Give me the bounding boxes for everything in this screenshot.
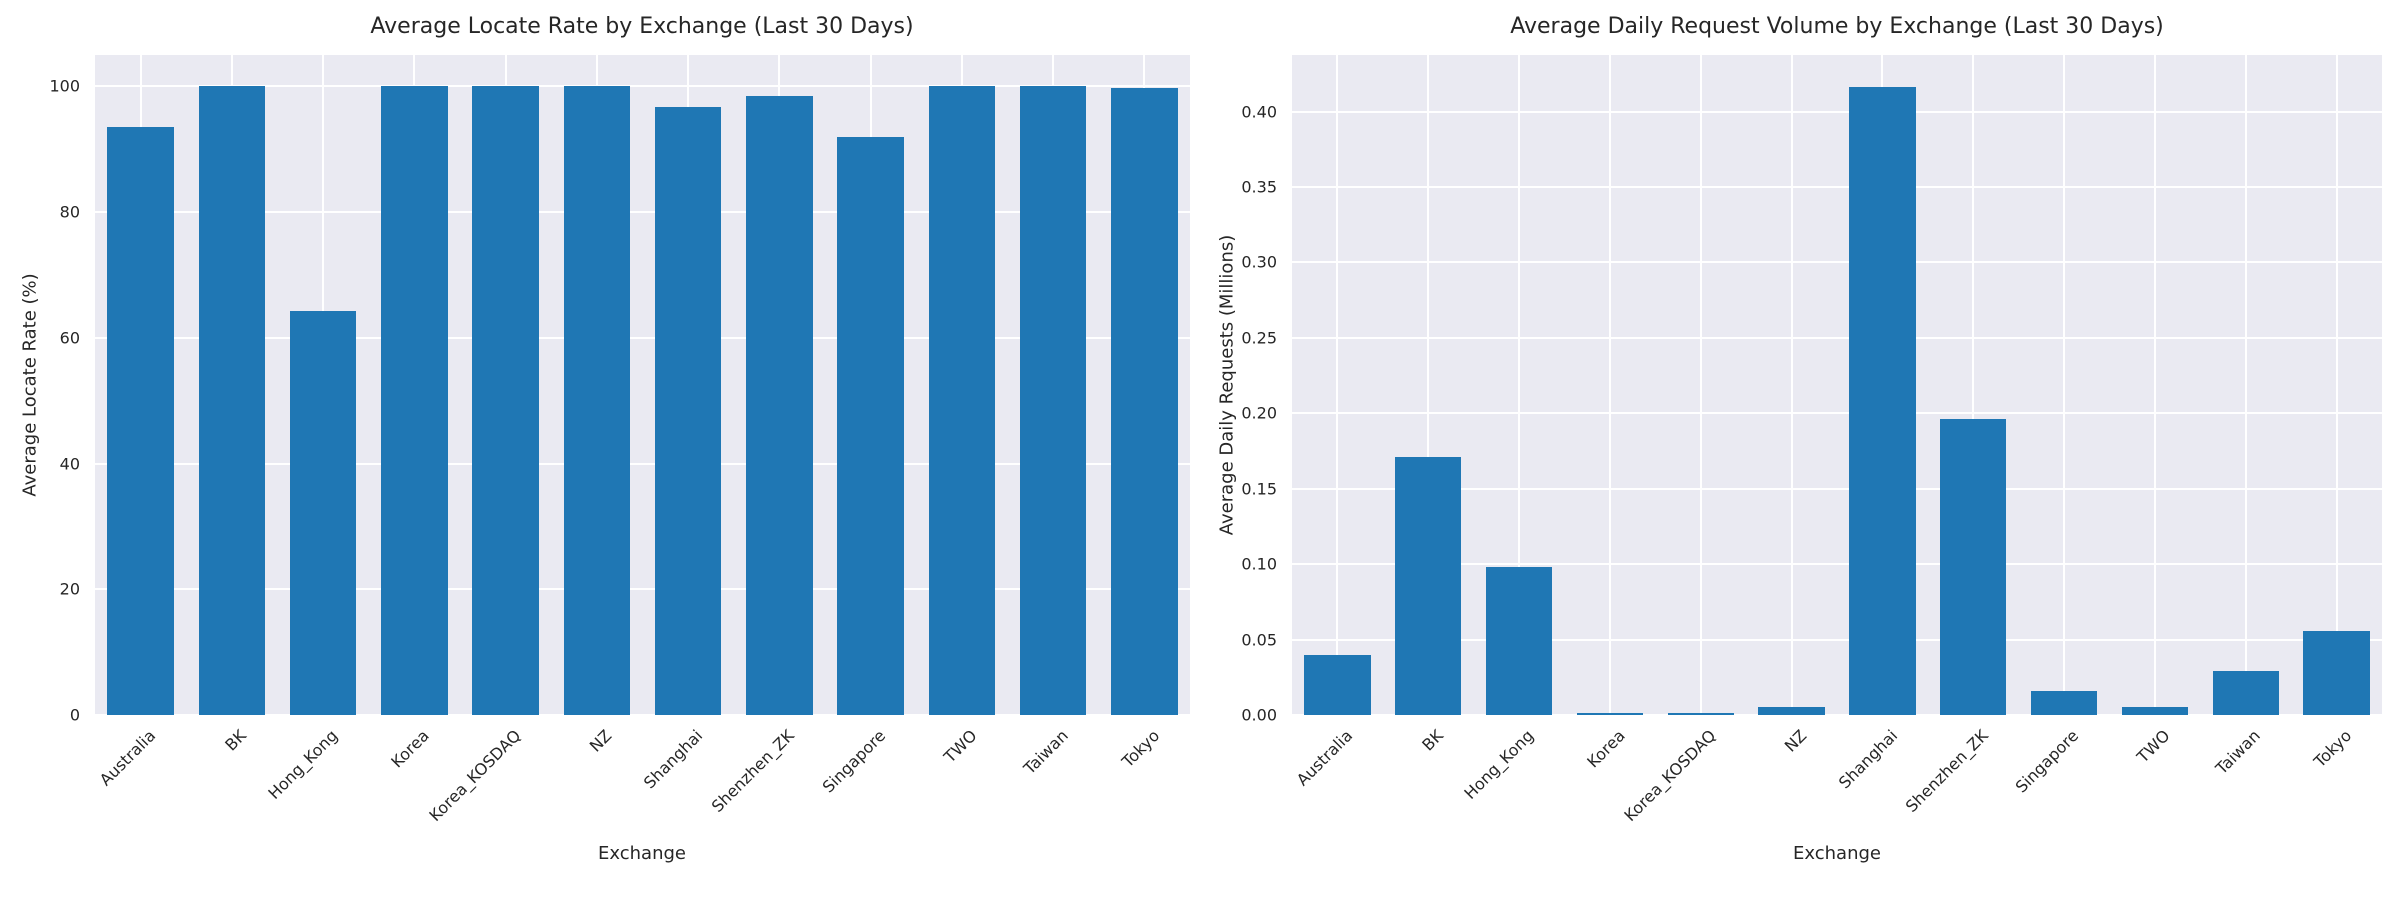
y-tick-label: 0 <box>69 705 80 725</box>
gridline <box>1292 563 2382 566</box>
bar-Hong_Kong <box>289 310 357 715</box>
bar-Shanghai <box>654 106 722 715</box>
x-tick-label: Australia <box>95 726 160 790</box>
y-tick-label: 0.20 <box>1241 403 1277 423</box>
y-tick-label: 0.05 <box>1241 630 1277 650</box>
x-tick-label: TWO <box>2132 726 2174 767</box>
y-tick-label: 0.30 <box>1241 252 1277 272</box>
gridline <box>1608 55 1611 715</box>
x-tick-label: Korea <box>387 726 433 772</box>
x-tick-label: Tokyo <box>1117 726 1163 772</box>
y-tick-label: 0.40 <box>1241 102 1277 122</box>
gridline <box>1292 186 2382 188</box>
bar-Hong_Kong <box>1485 567 1553 715</box>
gridline <box>95 211 1190 214</box>
chart-title-locate-rate: Average Locate Rate by Exchange (Last 30… <box>370 14 914 39</box>
x-tick-label: Shenzhen_ZK <box>1901 726 1992 816</box>
bar-BK <box>1395 457 1462 715</box>
bar-Shenzhen_ZK <box>1940 419 2007 715</box>
bar-Tokyo <box>2303 630 2370 715</box>
bar-Korea_KOSDAQ <box>1667 713 1734 715</box>
y-tick-label: 80 <box>59 202 80 222</box>
bar-Shanghai <box>1849 87 1916 715</box>
gridline <box>2244 55 2247 715</box>
y-tick-label: 0.10 <box>1241 554 1277 574</box>
bar-TWO <box>928 86 996 715</box>
bar-Taiwan <box>1019 86 1087 715</box>
gridline <box>1518 55 1521 715</box>
x-tick-label: NZ <box>585 726 616 756</box>
bar-NZ <box>563 86 631 715</box>
bar-Singapore <box>837 136 904 715</box>
gridline <box>1972 55 1975 715</box>
x-tick-label: Hong_Kong <box>264 726 342 804</box>
x-tick-label: Korea_KOSDAQ <box>1620 726 1720 826</box>
bar-Taiwan <box>2212 671 2279 715</box>
y-tick-label: 0.25 <box>1241 328 1277 348</box>
gridline <box>95 462 1190 465</box>
x-tick-label: Singapore <box>818 726 890 797</box>
bar-NZ <box>1758 707 1825 715</box>
y-tick-label: 20 <box>59 579 80 599</box>
x-tick-label: Korea <box>1582 726 1629 772</box>
x-tick-label: Australia <box>1292 726 1356 790</box>
x-tick-label: TWO <box>939 726 981 767</box>
bar-Korea <box>1576 713 1644 715</box>
gridline <box>95 588 1190 591</box>
bar-Korea <box>381 86 448 715</box>
gridline <box>1427 55 1430 715</box>
gridline <box>1292 487 2382 490</box>
gridline <box>1699 55 1702 715</box>
gridline <box>95 336 1190 339</box>
gridline <box>2153 55 2156 715</box>
gridline <box>2063 55 2066 715</box>
bar-Shenzhen_ZK <box>746 96 813 715</box>
bar-Australia <box>1304 654 1371 715</box>
y-tick-label: 0.15 <box>1241 479 1277 499</box>
x-tick-label: Taiwan <box>2212 726 2265 778</box>
x-axis-label-locate-rate: Exchange <box>598 843 686 864</box>
gridline <box>1790 55 1793 715</box>
bar-Tokyo <box>1111 88 1178 715</box>
x-tick-label: Shanghai <box>640 726 707 793</box>
gridline <box>1292 336 2382 339</box>
y-tick-label: 40 <box>59 454 80 474</box>
gridline <box>1292 261 2382 264</box>
x-tick-label: Taiwan <box>1019 726 1072 778</box>
bar-TWO <box>2121 707 2189 715</box>
bar-BK <box>198 86 266 715</box>
gridline <box>1292 412 2382 415</box>
x-axis-label-request-volume: Exchange <box>1793 843 1881 864</box>
x-tick-label: Singapore <box>2012 726 2083 797</box>
gridline <box>1292 714 2382 716</box>
x-tick-label: Korea_KOSDAQ <box>425 726 525 826</box>
gridline <box>1336 55 1339 715</box>
y-tick-label: 0.35 <box>1241 177 1277 197</box>
gridline <box>95 714 1190 716</box>
chart-title-request-volume: Average Daily Request Volume by Exchange… <box>1510 14 2164 39</box>
x-tick-label: BK <box>221 726 251 755</box>
x-tick-label: Hong_Kong <box>1460 726 1538 804</box>
y-tick-label: 100 <box>49 76 80 96</box>
x-tick-label: Shanghai <box>1834 726 1901 793</box>
gridline <box>1292 638 2382 641</box>
y-tick-label: 60 <box>59 328 80 348</box>
x-tick-label: Shenzhen_ZK <box>707 726 798 816</box>
bar-Korea_KOSDAQ <box>472 86 539 715</box>
x-tick-label: BK <box>1418 726 1447 755</box>
x-tick-label: NZ <box>1780 726 1811 756</box>
gridline <box>95 85 1190 88</box>
y-tick-label: 0.00 <box>1241 705 1277 725</box>
bar-Australia <box>107 127 174 715</box>
plot-area-locate-rate <box>95 55 1190 716</box>
gridline <box>1292 110 2382 113</box>
plot-area-request-volume <box>1292 55 2382 716</box>
bar-Singapore <box>2030 690 2098 715</box>
gridline <box>2335 55 2338 715</box>
x-tick-label: Tokyo <box>2309 726 2356 772</box>
